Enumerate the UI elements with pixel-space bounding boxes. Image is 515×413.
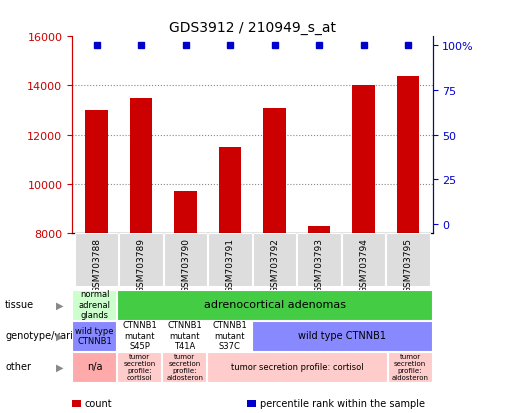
Bar [352,86,375,233]
Bar [253,234,297,287]
Text: wild type CTNNB1: wild type CTNNB1 [299,330,386,341]
Text: tumor
secretion
profile:
aldosteron: tumor secretion profile: aldosteron [166,353,203,380]
Bar [386,234,430,287]
Text: n/a: n/a [87,361,102,372]
Text: wild type
CTNNB1: wild type CTNNB1 [75,326,114,345]
Text: other: other [5,361,31,372]
Text: genotype/variation: genotype/variation [5,330,98,341]
Text: percentile rank within the sample: percentile rank within the sample [260,399,424,408]
Bar [264,108,286,233]
Text: adrenocortical adenomas: adrenocortical adenomas [204,299,346,310]
Bar [75,234,118,287]
Text: GSM703790: GSM703790 [181,237,190,292]
Text: CTNNB1
mutant
T41A: CTNNB1 mutant T41A [167,321,202,350]
Text: GSM703793: GSM703793 [315,237,323,292]
Title: GDS3912 / 210949_s_at: GDS3912 / 210949_s_at [169,21,336,35]
Text: CTNNB1
mutant
S37C: CTNNB1 mutant S37C [213,321,247,350]
Bar [308,226,330,233]
Bar [85,111,108,233]
Bar [130,98,152,233]
Text: tumor
secretion
profile:
cortisol: tumor secretion profile: cortisol [124,353,156,380]
Text: GSM703795: GSM703795 [404,237,413,292]
Text: GSM703794: GSM703794 [359,237,368,292]
Bar [208,234,252,287]
Text: GSM703788: GSM703788 [92,237,101,292]
Text: GSM703792: GSM703792 [270,237,279,292]
Bar [397,76,419,233]
Text: tumor
secretion
profile:
aldosteron: tumor secretion profile: aldosteron [391,353,428,380]
Text: ▶: ▶ [56,361,63,372]
Bar [297,234,341,287]
Bar [175,192,197,233]
Text: tumor secretion profile: cortisol: tumor secretion profile: cortisol [231,362,364,371]
Bar [342,234,385,287]
Bar [119,234,163,287]
Text: GSM703789: GSM703789 [136,237,146,292]
Text: GSM703791: GSM703791 [226,237,235,292]
Bar [219,147,241,233]
Text: tissue: tissue [5,299,35,310]
Text: ▶: ▶ [56,330,63,341]
Bar [164,234,208,287]
Text: CTNNB1
mutant
S45P: CTNNB1 mutant S45P [123,321,157,350]
Text: normal
adrenal
glands: normal adrenal glands [79,290,111,319]
Text: ▶: ▶ [56,299,63,310]
Text: count: count [84,399,112,408]
